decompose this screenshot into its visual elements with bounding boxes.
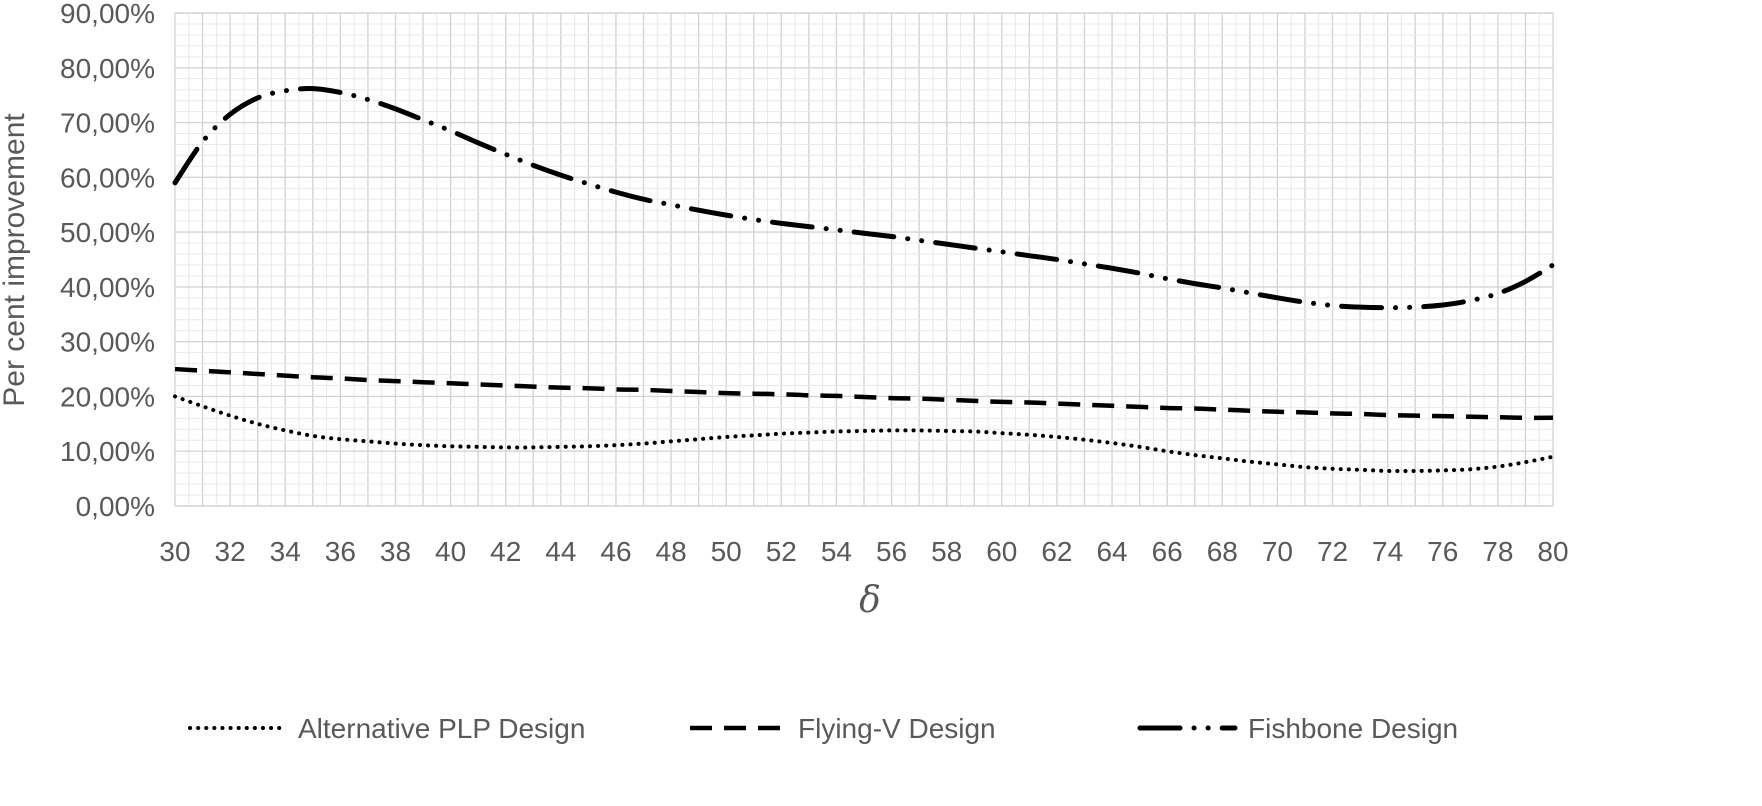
legend-label: Fishbone Design (1248, 713, 1458, 744)
x-tick-label: 44 (545, 536, 576, 567)
x-tick-label: 68 (1207, 536, 1238, 567)
y-tick-label: 20,00% (60, 381, 155, 412)
y-tick-label: 70,00% (60, 108, 155, 139)
x-axis-title: δ (859, 580, 881, 621)
x-tick-label: 34 (270, 536, 301, 567)
x-tick-label: 58 (931, 536, 962, 567)
x-tick-label: 66 (1152, 536, 1183, 567)
y-tick-label: 90,00% (60, 0, 155, 29)
y-axis-title: Per cent improvement (0, 113, 31, 407)
series-flying-v-line (174, 366, 1554, 421)
grid (174, 12, 1554, 507)
x-tick-label: 78 (1482, 536, 1513, 567)
x-tick-label: 32 (215, 536, 246, 567)
x-tick-labels: 30 32 34 36 38 40 42 44 46 48 50 52 54 56 58 60 62 64 66 68… (159, 536, 1568, 567)
x-tick-label: 70 (1262, 536, 1293, 567)
y-tick-label: 80,00% (60, 53, 155, 84)
x-tick-label: 40 (435, 536, 466, 567)
x-tick-label: 72 (1317, 536, 1348, 567)
y-tick-label: 30,00% (60, 327, 155, 358)
x-tick-label: 80 (1537, 536, 1568, 567)
x-tick-label: 64 (1096, 536, 1127, 567)
x-tick-label: 50 (711, 536, 742, 567)
y-tick-label: 0,00% (76, 491, 155, 522)
x-tick-label: 42 (490, 536, 521, 567)
x-tick-label: 54 (821, 536, 852, 567)
x-tick-label: 62 (1041, 536, 1072, 567)
x-tick-label: 46 (600, 536, 631, 567)
x-tick-label: 76 (1427, 536, 1458, 567)
legend-label: Flying-V Design (798, 713, 996, 744)
series-alternative-plp-line (173, 394, 1555, 474)
x-tick-label: 74 (1372, 536, 1403, 567)
y-tick-label: 10,00% (60, 436, 155, 467)
y-tick-labels: 0,00% 10,00% 20,00% 30,00% 40,00% 50,00% 60,00… (60, 0, 155, 522)
x-tick-label: 36 (325, 536, 356, 567)
legend: Alternative PLP Design Flying-V Design Fis… (188, 713, 1458, 744)
x-tick-label: 38 (380, 536, 411, 567)
legend-label: Alternative PLP Design (298, 713, 585, 744)
series-fishbone-line (172, 86, 1556, 311)
x-tick-label: 52 (766, 536, 797, 567)
series-lines (172, 86, 1556, 474)
x-tick-label: 60 (986, 536, 1017, 567)
x-tick-label: 56 (876, 536, 907, 567)
y-tick-label: 60,00% (60, 162, 155, 193)
y-tick-label: 40,00% (60, 272, 155, 303)
y-tick-label: 50,00% (60, 217, 155, 248)
x-tick-label: 30 (159, 536, 190, 567)
x-tick-label: 48 (656, 536, 687, 567)
